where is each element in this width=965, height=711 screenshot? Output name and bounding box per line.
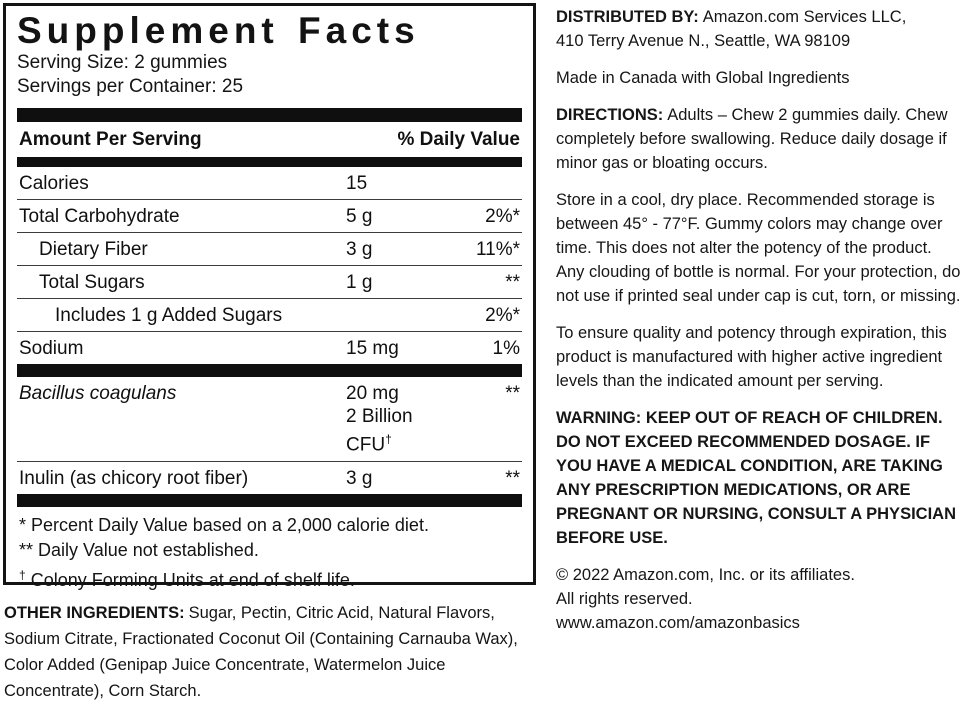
nutrient-name: Dietary Fiber <box>39 239 148 261</box>
facts-row-calories: Calories 15 <box>17 167 522 199</box>
footnote-symbol: ** <box>19 539 34 560</box>
facts-row-total-carbohydrate: Total Carbohydrate 5 g 2%* <box>17 199 522 232</box>
footnote-cfu: † Colony Forming Units at end of shelf l… <box>19 563 520 593</box>
nutrient-name: Total Carbohydrate <box>19 206 180 228</box>
facts-row-total-sugars: Total Sugars 1 g ** <box>17 265 522 298</box>
facts-header-row: Amount Per Serving % Daily Value <box>17 122 522 157</box>
nutrient-dv: 11%* <box>475 239 520 261</box>
facts-row-dietary-fiber: Dietary Fiber 3 g 11%* <box>17 232 522 265</box>
footnote-text: Daily Value not established. <box>38 539 259 560</box>
nutrient-amount: 20 mg 2 Billion CFU† <box>346 382 461 456</box>
nutrient-name: Includes 1 g Added Sugars <box>55 305 283 327</box>
nutrient-name: Inulin (as chicory root fiber) <box>19 467 249 489</box>
nutrient-amount: 3 g <box>346 467 373 489</box>
other-ingredients-paragraph: OTHER INGREDIENTS: Sugar, Pectin, Citric … <box>4 600 538 704</box>
made-in-paragraph: Made in Canada with Global Ingredients <box>556 69 850 87</box>
nutrient-dv: 2%* <box>485 206 520 228</box>
copyright-block: © 2022 Amazon.com, Inc. or its affiliate… <box>556 563 962 635</box>
warning-label: WARNING: <box>556 409 642 427</box>
nutrient-amount: 5 g <box>346 206 373 228</box>
supplement-facts-panel: Supplement Facts Serving Size: 2 gummies… <box>3 3 536 590</box>
copyright-line1: © 2022 Amazon.com, Inc. or its affiliate… <box>556 566 855 584</box>
panel-title: Supplement Facts <box>17 10 420 51</box>
amount-per-serving-header: Amount Per Serving <box>19 129 202 151</box>
divider-bar-thick <box>17 493 522 507</box>
distributed-by-line1: Amazon.com Services LLC, <box>702 8 907 26</box>
daily-value-header: % Daily Value <box>397 129 520 151</box>
warning-paragraph: WARNING: KEEP OUT OF REACH OF CHILDREN. … <box>556 406 962 550</box>
nutrient-dv: ** <box>505 383 520 405</box>
footnote-symbol: * <box>19 514 27 535</box>
nutrient-amount: 15 mg <box>346 338 399 360</box>
facts-row-bacillus-coagulans: Bacillus coagulans 20 mg 2 Billion CFU† … <box>17 377 522 460</box>
distributed-by-label: DISTRIBUTED BY: <box>556 8 699 26</box>
divider-bar-thick <box>17 364 522 378</box>
amount-line-2: 2 Billion CFU <box>346 406 413 456</box>
quality-paragraph: To ensure quality and potency through ex… <box>556 324 947 390</box>
footnote-symbol: † <box>19 567 26 582</box>
facts-row-inulin: Inulin (as chicory root fiber) 3 g ** <box>17 460 522 494</box>
nutrient-name: Bacillus coagulans <box>19 383 177 405</box>
dagger-mark: † <box>385 432 392 447</box>
footnote-text: Percent Daily Value based on a 2,000 cal… <box>31 514 429 535</box>
info-column: DISTRIBUTED BY: Amazon.com Services LLC, … <box>556 5 962 635</box>
footnotes: * Percent Daily Value based on a 2,000 c… <box>17 507 522 593</box>
amount-line-1: 20 mg <box>346 383 399 405</box>
servings-per-container: Servings per Container: 25 <box>17 76 244 98</box>
other-ingredients-text: Sugar, Pectin, Citric Acid, Natural Flav… <box>4 604 518 700</box>
footnote-text: Colony Forming Units at end of shelf lif… <box>30 569 355 590</box>
copyright-line2: All rights reserved. <box>556 590 693 608</box>
directions-paragraph: DIRECTIONS: Adults – Chew 2 gummies daily… <box>556 103 962 175</box>
other-ingredients-label: OTHER INGREDIENTS: <box>4 604 185 622</box>
nutrient-dv: 2%* <box>485 305 520 327</box>
divider-bar-medium <box>17 157 522 168</box>
footnote-percent-dv: * Percent Daily Value based on a 2,000 c… <box>19 513 520 538</box>
nutrient-amount: 3 g <box>346 239 373 261</box>
nutrient-dv: 1% <box>492 338 520 360</box>
distributed-by-line2: 410 Terry Avenue N., Seattle, WA 98109 <box>556 32 851 50</box>
distributed-by-paragraph: DISTRIBUTED BY: Amazon.com Services LLC, … <box>556 5 962 53</box>
facts-row-added-sugars: Includes 1 g Added Sugars 2%* <box>17 298 522 331</box>
nutrient-amount: 15 <box>346 173 368 195</box>
footnote-dv-not-established: ** Daily Value not established. <box>19 538 520 563</box>
nutrient-amount: 1 g <box>346 272 373 294</box>
directions-label: DIRECTIONS: <box>556 106 664 124</box>
nutrient-name: Calories <box>19 173 89 195</box>
nutrient-dv: ** <box>505 467 520 489</box>
copyright-url: www.amazon.com/amazonbasics <box>556 614 800 632</box>
nutrient-dv: ** <box>505 272 520 294</box>
directions-text: Adults – Chew 2 gummies daily. Chew comp… <box>556 106 948 172</box>
facts-row-sodium: Sodium 15 mg 1% <box>17 331 522 364</box>
nutrient-name: Total Sugars <box>39 272 145 294</box>
storage-paragraph: Store in a cool, dry place. Recommended … <box>556 191 961 305</box>
nutrient-name: Sodium <box>19 338 84 360</box>
warning-text: KEEP OUT OF REACH OF CHILDREN. DO NOT EX… <box>556 409 956 547</box>
divider-bar-thick <box>17 108 522 123</box>
serving-size: Serving Size: 2 gummies <box>17 52 228 74</box>
